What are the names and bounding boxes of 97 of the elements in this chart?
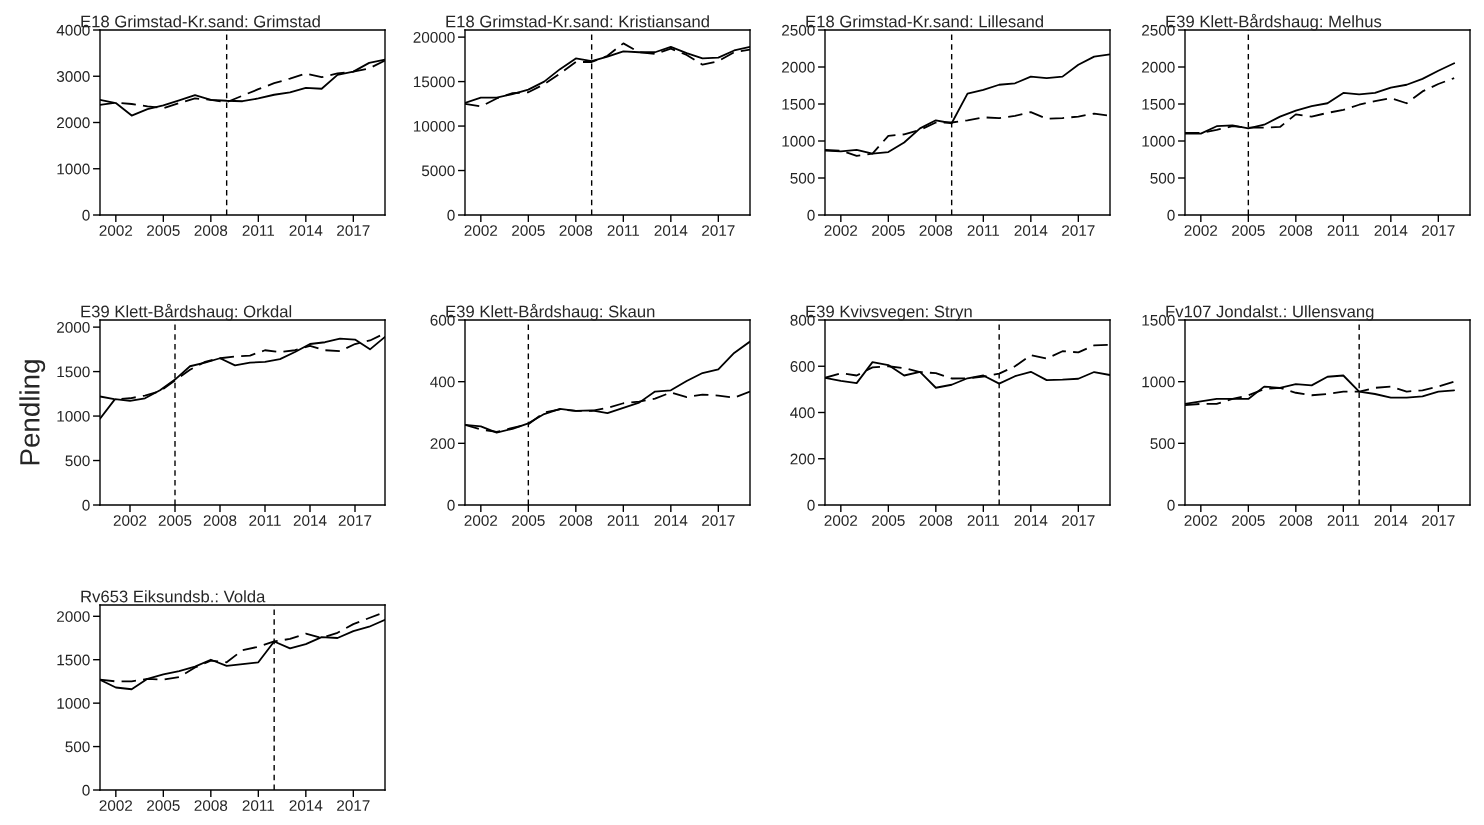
x-tick-label: 2002 (1184, 515, 1218, 526)
y-tick-label: 0 (447, 209, 455, 221)
y-tick-label: 2000 (1142, 61, 1175, 73)
y-tick-label: 400 (430, 376, 455, 388)
y-tick-label: 500 (1150, 438, 1175, 450)
x-tick-label: 2017 (1422, 225, 1455, 236)
x-tick-label: 2008 (194, 225, 228, 236)
x-tick-label: 2017 (338, 515, 372, 526)
y-tick-label: 0 (1167, 209, 1175, 221)
x-tick-label: 2017 (337, 800, 370, 811)
y-tick-label: 0 (447, 499, 455, 511)
x-tick-label: 2008 (194, 800, 228, 811)
x-tick-label: 2002 (464, 515, 498, 526)
y-tick-label: 20000 (413, 31, 455, 43)
y-tick-label: 1500 (57, 654, 90, 666)
x-tick-label: 2011 (242, 800, 275, 811)
y-tick-label: 1000 (57, 410, 90, 422)
y-tick-label: 1000 (57, 698, 90, 709)
x-tick-label: 2008 (203, 515, 237, 526)
x-tick-label: 2014 (654, 225, 688, 236)
y-tick-label: 0 (82, 499, 90, 511)
x-tick-label: 2014 (1014, 515, 1048, 526)
y-tick-label: 500 (790, 172, 815, 184)
y-tick-label: 15000 (413, 76, 455, 88)
x-tick-label: 2014 (289, 225, 323, 236)
x-tick-label: 2011 (607, 515, 640, 526)
x-tick-label: 2005 (512, 515, 545, 526)
x-tick-label: 2011 (1327, 515, 1360, 526)
y-tick-label: 0 (807, 209, 815, 221)
chart-title: E18 Grimstad-Kr.sand: Kristiansand (446, 15, 709, 28)
y-tick-label: 2000 (57, 321, 90, 333)
x-tick-label: 2011 (1327, 225, 1360, 236)
x-tick-label: 2002 (464, 225, 498, 236)
y-tick-label: 200 (430, 438, 455, 450)
x-tick-label: 2002 (99, 800, 133, 811)
x-tick-label: 2014 (1374, 225, 1408, 236)
x-tick-label: 2017 (702, 225, 735, 236)
x-tick-label: 2002 (113, 515, 147, 526)
x-tick-label: 2017 (1062, 225, 1095, 236)
y-tick-label: 500 (1150, 172, 1175, 184)
x-tick-label: 2005 (158, 515, 192, 526)
x-tick-label: 2008 (1279, 515, 1313, 526)
y-tick-label: 0 (82, 209, 90, 221)
x-tick-label: 2011 (607, 225, 640, 236)
x-tick-label: 2011 (242, 225, 275, 236)
x-tick-label: 2008 (559, 225, 593, 236)
y-tick-label: 500 (65, 455, 90, 467)
x-tick-label: 2017 (1062, 515, 1095, 526)
x-tick-label: 2014 (1374, 515, 1408, 526)
x-tick-label: 2005 (872, 225, 905, 236)
chart-title: Rv653 Eiksundsb.: Volda (81, 590, 266, 603)
y-tick-label: 2000 (57, 117, 90, 129)
x-tick-label: 2011 (249, 515, 281, 526)
y-tick-label: 1500 (1142, 98, 1175, 110)
x-tick-label: 2017 (337, 225, 370, 236)
y-tick-label: 200 (790, 453, 815, 465)
x-tick-label: 2011 (967, 515, 1000, 526)
y-tick-label: 10000 (413, 120, 455, 132)
x-tick-label: 2008 (919, 225, 953, 236)
x-tick-label: 2017 (1422, 515, 1455, 526)
y-tick-label: 1000 (57, 163, 90, 175)
x-tick-label: 2008 (559, 515, 593, 526)
y-tick-label: 1000 (1142, 376, 1175, 388)
y-tick-label: 500 (65, 741, 90, 753)
y-axis-title: Pendling (19, 360, 46, 465)
y-tick-label: 0 (1167, 499, 1175, 511)
x-tick-label: 2005 (1232, 225, 1265, 236)
chart-title: E39 Klett-Bårdshaug: Orkdal (81, 303, 292, 321)
x-tick-label: 2005 (147, 225, 180, 236)
x-tick-label: 2014 (1014, 225, 1048, 236)
x-tick-label: 2014 (289, 800, 323, 811)
y-tick-label: 400 (790, 407, 815, 419)
y-tick-label: 600 (790, 361, 815, 372)
x-tick-label: 2002 (99, 225, 133, 236)
y-tick-label: 2000 (782, 61, 815, 73)
x-tick-label: 2005 (1232, 515, 1265, 526)
y-tick-label: 2000 (57, 611, 90, 622)
x-tick-label: 2005 (872, 515, 905, 526)
x-tick-label: 2014 (654, 515, 688, 526)
y-tick-label: 1500 (782, 98, 815, 110)
x-tick-label: 2017 (702, 515, 735, 526)
x-tick-label: 2008 (919, 515, 953, 526)
x-tick-label: 2014 (293, 515, 327, 526)
x-tick-label: 2011 (967, 225, 1000, 236)
x-tick-label: 2005 (147, 800, 180, 811)
x-tick-label: 2002 (824, 515, 858, 526)
y-tick-label: 5000 (421, 165, 455, 177)
x-tick-label: 2005 (512, 225, 545, 236)
y-tick-label: 0 (807, 499, 815, 511)
x-tick-label: 2002 (824, 225, 858, 236)
y-tick-label: 3000 (56, 71, 90, 82)
y-tick-label: 0 (82, 784, 90, 796)
x-tick-label: 2008 (1279, 225, 1313, 236)
x-tick-label: 2002 (1184, 225, 1218, 236)
y-tick-label: 1000 (782, 135, 815, 147)
y-tick-label: 1000 (1142, 135, 1175, 147)
y-tick-label: 1500 (57, 366, 90, 378)
